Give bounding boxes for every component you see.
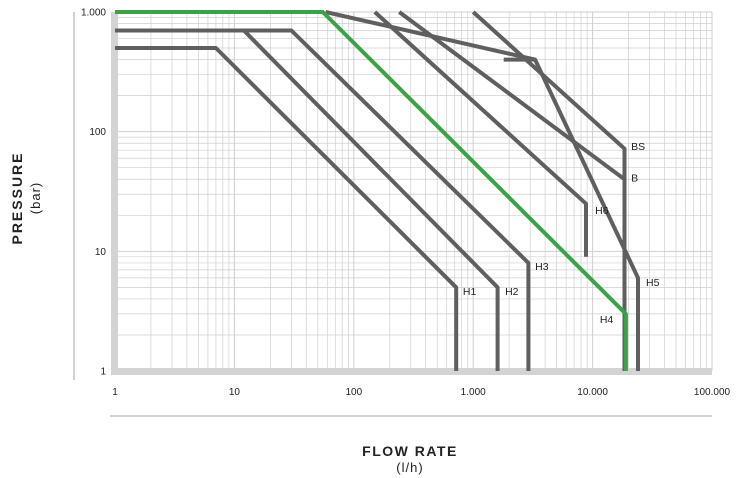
x-tick-label: 10.000: [577, 387, 608, 398]
x-tick-label: 100: [345, 387, 362, 398]
curve-label-bs: BS: [631, 141, 645, 153]
x-axis-label: FLOW RATE: [362, 443, 458, 459]
curve-label-h6: H6: [595, 205, 609, 217]
curve-label-h1: H1: [463, 286, 477, 298]
series-line-h3: [115, 28, 531, 371]
series-line-h1: [115, 46, 459, 371]
x-axis-title: FLOW RATE (l/h): [362, 443, 458, 475]
curve-label-b: B: [631, 173, 638, 185]
x-axis-unit: (l/h): [396, 460, 423, 475]
y-tick-label: 1: [100, 367, 106, 378]
curve-labels: BS B H6 H3 H5 H1 H2 H4: [463, 141, 660, 326]
y-tick-label: 10: [95, 247, 107, 258]
series-line-h6: [373, 10, 588, 257]
y-axis-label: PRESSURE: [9, 151, 25, 244]
x-tick-label: 1.000: [461, 387, 486, 398]
grid: [114, 11, 713, 372]
x-tick-label: 10: [229, 387, 241, 398]
series-lines: [115, 10, 640, 371]
y-tick-label: 100: [89, 127, 106, 138]
y-axis-bar: [111, 12, 118, 374]
y-axis-title: PRESSURE (bar): [9, 151, 43, 244]
series-line-bs: [471, 10, 627, 371]
x-tick-label: 100.000: [694, 387, 731, 398]
curve-label-h3: H3: [535, 261, 549, 273]
series-line-h5: [325, 10, 640, 371]
tick-labels: 1 10 100 1.000 10.000 100.000 1 10 100 1.000: [81, 8, 731, 399]
curve-label-h2: H2: [505, 286, 519, 298]
x-tick-label: 1: [112, 387, 118, 398]
series-line-h4: [115, 10, 628, 371]
y-axis-unit: (bar): [28, 182, 43, 214]
curve-label-h5: H5: [646, 277, 660, 289]
x-axis-bar: [111, 368, 712, 375]
axes: [73, 12, 712, 417]
y-tick-label: 1.000: [81, 8, 106, 19]
curve-label-h4: H4: [600, 314, 614, 326]
